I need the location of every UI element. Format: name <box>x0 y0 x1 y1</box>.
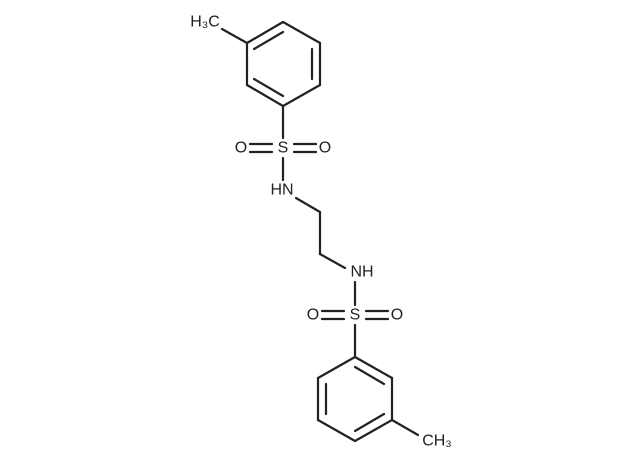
atom-label: O <box>391 307 403 324</box>
atom-label: S <box>278 140 289 157</box>
bonds <box>220 20 420 443</box>
atom-label: H₃C <box>190 14 220 31</box>
atom-label: HN <box>270 182 293 199</box>
atom-label: NH <box>350 264 373 281</box>
atom-label: S <box>350 307 361 324</box>
atom-label: CH₃ <box>422 433 452 450</box>
atom-label: O <box>235 140 247 157</box>
atom-label: O <box>307 307 319 324</box>
atom-label: O <box>319 140 331 157</box>
